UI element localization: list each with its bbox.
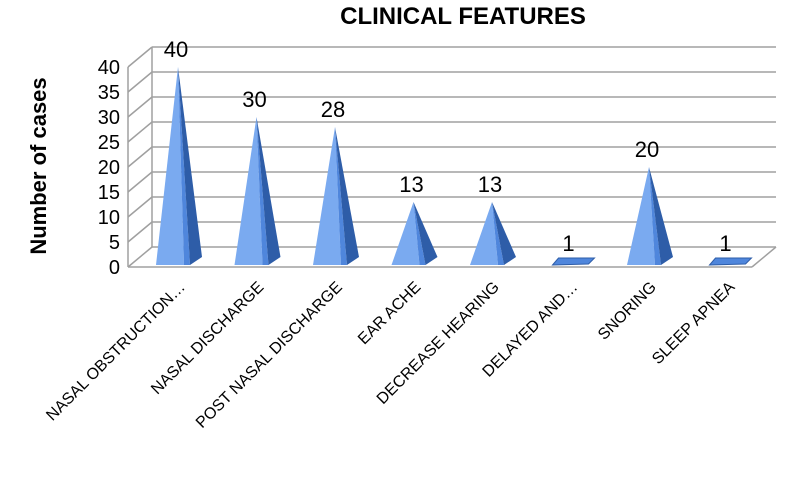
side-wall-gridline (127, 221, 153, 243)
side-wall-gridline (127, 171, 153, 193)
data-label: 28 (321, 97, 345, 122)
side-wall-gridline (127, 196, 153, 218)
y-tick-label: 40 (98, 57, 120, 79)
bar-8 (708, 257, 753, 266)
bar-3 (313, 127, 359, 265)
side-wall-gridline (127, 46, 153, 68)
x-tick-label: SNORING (595, 279, 660, 344)
side-wall-gridline (127, 246, 153, 268)
bar-side-face (492, 202, 516, 265)
y-tick-label: 0 (109, 257, 120, 279)
chart-walls (127, 46, 777, 268)
data-label: 1 (719, 231, 731, 256)
bar-5 (470, 202, 516, 265)
bar-front-face (156, 67, 184, 265)
x-tick-label: EAR ACHE (355, 279, 424, 348)
bar-front-face (234, 117, 263, 265)
data-label: 20 (635, 137, 659, 162)
y-tick-label: 15 (98, 182, 120, 204)
y-tick-label: 10 (98, 207, 120, 229)
data-label: 40 (164, 37, 188, 62)
side-wall-gridline (127, 146, 153, 168)
bar-side-face (649, 167, 673, 265)
chart-bars (156, 67, 753, 266)
bar-7 (627, 167, 673, 265)
bar-front-face (313, 127, 341, 265)
x-tick-label: NASAL OBSTRUCTION… (43, 279, 188, 424)
y-tick-label: 25 (98, 132, 120, 154)
chart-title: CLINICAL FEATURES (340, 3, 586, 30)
data-label: 30 (242, 87, 266, 112)
bar-side-face (335, 127, 359, 265)
bar-side-face (413, 202, 438, 265)
bar-1 (156, 67, 202, 265)
side-wall-gridline (127, 121, 153, 143)
x-tick-label: POST NASAL DISCHARGE (193, 279, 346, 432)
side-wall-gridline (127, 96, 153, 118)
y-tick-label: 35 (98, 82, 120, 104)
bar-4 (391, 202, 438, 265)
x-tick-label: SLEEP APNEA (649, 279, 738, 368)
y-tick-label: 30 (98, 107, 120, 129)
bar-side-face (256, 117, 281, 265)
side-wall-gridline (127, 71, 153, 93)
bar-front-face (470, 202, 498, 265)
bar-2 (234, 117, 281, 265)
bar-front-face (391, 202, 420, 265)
bar-face (708, 257, 753, 266)
floor-right-edge (751, 246, 777, 268)
y-axis-ticks: 0 5 10 15 20 25 30 35 40 (98, 57, 120, 279)
data-label: 1 (562, 231, 574, 256)
y-tick-label: 20 (98, 157, 120, 179)
y-tick-label: 5 (109, 232, 120, 254)
bar-front-face (627, 167, 655, 265)
data-label: 13 (399, 172, 423, 197)
bar-side-face (178, 67, 202, 265)
data-labels: 40 30 28 13 13 1 20 1 (164, 37, 732, 256)
data-label: 13 (478, 172, 502, 197)
bar-face (551, 257, 596, 266)
y-axis-label: Number of cases (26, 77, 51, 254)
bar-6 (551, 257, 596, 266)
